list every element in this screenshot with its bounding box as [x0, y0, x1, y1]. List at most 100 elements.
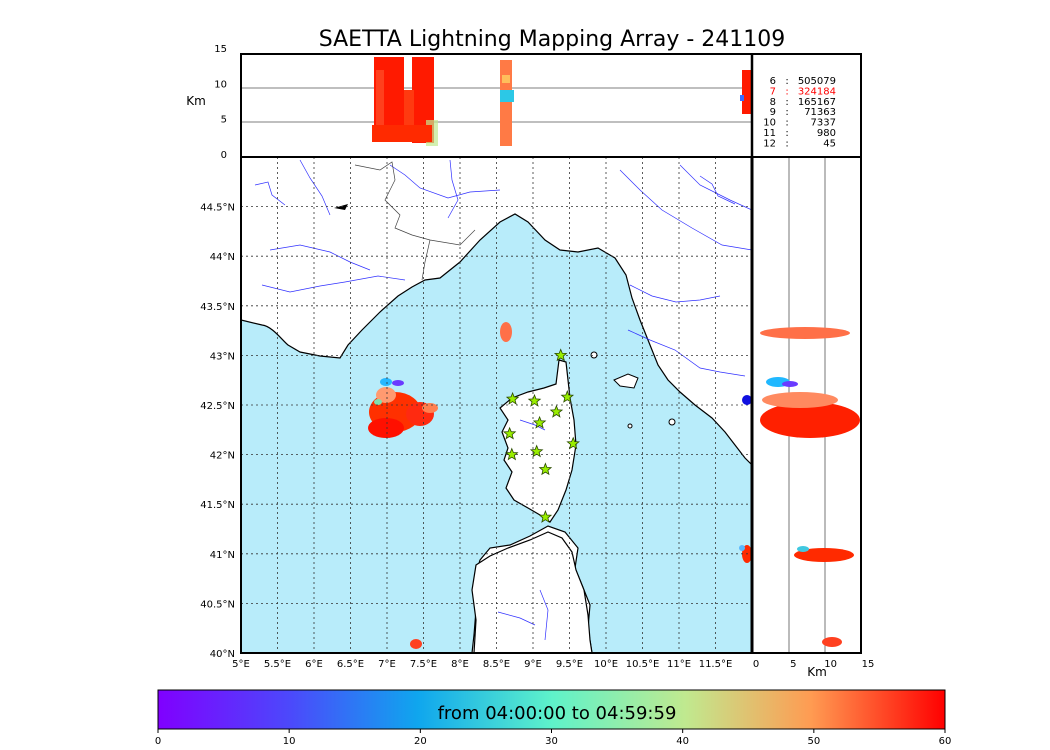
station-count-value: 505079	[798, 76, 836, 87]
side-storm-marks	[742, 327, 860, 647]
map-y-tick-label: 41°N	[210, 550, 235, 561]
side-tick-label: 15	[862, 659, 875, 670]
altitude-tick-label: 0	[221, 150, 227, 161]
colorbar-label: from 04:00:00 to 04:59:59	[438, 703, 677, 724]
side-tick-label: 5	[790, 659, 796, 670]
lma-station-star-icon	[532, 415, 547, 429]
colorbar-tick-label: 50	[807, 736, 820, 747]
altitude-tick-label: 5	[221, 115, 227, 126]
station-count-sep: :	[785, 138, 788, 149]
map-x-tick-label: 7.5°E	[410, 659, 437, 670]
colorbar-ticks: 0 10 20 30 40 50 60	[155, 729, 952, 747]
sardinia-island	[471, 531, 593, 653]
lightning-sources	[368, 322, 752, 649]
station-count-sep: :	[785, 118, 788, 129]
colorbar: from 04:00:00 to 04:59:59 0 10 20 30 40 50 60	[155, 689, 952, 747]
map-y-tick-label: 44.5°N	[200, 203, 235, 214]
lma-station-star-icon	[529, 444, 544, 458]
side-tick-label: 0	[753, 659, 759, 670]
lma-station-star-icon	[566, 436, 580, 450]
lma-station-star-icon	[549, 404, 564, 418]
map-x-tick-label: 10.5°E	[626, 659, 660, 670]
altitude-tick-label: 15	[214, 44, 227, 55]
station-count-stations: 7	[770, 86, 776, 97]
map-x-tick-label: 6°E	[305, 659, 323, 670]
station-count-stations: 8	[770, 97, 776, 108]
map-y-tick-label: 43°N	[210, 351, 235, 362]
lma-station-star-icon	[538, 509, 553, 523]
station-count-stations: 11	[763, 128, 776, 139]
station-count-stations: 12	[763, 138, 776, 149]
rivers	[254, 159, 752, 641]
altitude-ylabel: Km	[186, 94, 206, 108]
map-x-tick-label: 10°E	[594, 659, 618, 670]
station-count-sep: :	[785, 86, 788, 97]
map-x-tick-label: 9.5°E	[556, 659, 583, 670]
map-x-tick-label: 8.5°E	[483, 659, 510, 670]
colorbar-tick-label: 60	[939, 736, 952, 747]
map-y-ticks: 40°N 40.5°N 41°N 41.5°N 42°N 42.5°N 43°N 43.5°N…	[200, 203, 235, 660]
side-tick-label: 10	[824, 659, 837, 670]
colorbar-tick-label: 30	[545, 736, 558, 747]
map-x-tick-label: 11°E	[667, 659, 691, 670]
colorbar-tick-label: 40	[676, 736, 689, 747]
lma-station-star-icon	[553, 348, 568, 362]
altitude-storm-central	[500, 60, 514, 146]
altitude-tick-label: 10	[214, 79, 227, 90]
station-count-sep: :	[785, 76, 788, 87]
station-count-stations: 9	[770, 107, 776, 118]
station-count-value: 7337	[811, 118, 836, 129]
station-count-value: 324184	[798, 86, 836, 97]
altitude-panel	[240, 53, 862, 158]
station-count-stations: 6	[770, 76, 776, 87]
lma-station-star-icon	[560, 389, 575, 403]
lma-station-star-icon	[505, 447, 519, 461]
map-y-tick-label: 42.5°N	[200, 401, 235, 412]
altitude-axis: Km 0 5 10 15	[186, 44, 227, 161]
map-x-tick-label: 5.5°E	[264, 659, 291, 670]
map-x-tick-label: 9°E	[524, 659, 542, 670]
altitude-storm-east	[740, 70, 752, 114]
lma-station-star-icon	[527, 393, 542, 407]
map-x-tick-label: 11.5°E	[699, 659, 733, 670]
lma-stations	[502, 348, 580, 523]
lma-station-star-icon	[538, 462, 553, 476]
colorbar-tick-label: 10	[283, 736, 296, 747]
map-x-tick-label: 6.5°E	[337, 659, 364, 670]
map-y-tick-label: 44°N	[210, 252, 235, 263]
station-count-sep: :	[785, 107, 788, 118]
colorbar-tick-label: 0	[155, 736, 161, 747]
station-count-value: 980	[817, 128, 836, 139]
station-count-value: 71363	[804, 107, 836, 118]
side-panel	[742, 156, 862, 654]
map-grid	[241, 157, 752, 653]
chart-title: SAETTA Lightning Mapping Array - 241109	[319, 27, 786, 52]
giglio-island	[668, 418, 676, 426]
station-count-value: 165167	[798, 97, 836, 108]
map-x-ticks: 5°E 5.5°E 6°E 6.5°E 7°E 7.5°E 8°E 8.5°E 9°E 9.5°E…	[232, 659, 732, 670]
map-y-tick-label: 42°N	[210, 451, 235, 462]
colorbar-tick-label: 20	[414, 736, 427, 747]
map-y-tick-label: 43.5°N	[200, 302, 235, 313]
montecristo-island	[627, 423, 633, 429]
station-count-sep: :	[785, 97, 788, 108]
map-y-tick-label: 40.5°N	[200, 599, 235, 610]
station-count-sep: :	[785, 128, 788, 139]
map-panel: 5°E 5.5°E 6°E 6.5°E 7°E 7.5°E 8°E 8.5°E 9°E 9.5°E…	[200, 156, 753, 670]
elba-island	[613, 373, 639, 389]
lma-station-star-icon	[505, 391, 520, 405]
station-count-value: 45	[823, 138, 836, 149]
borders	[354, 161, 476, 281]
side-xlabel: Km	[807, 665, 827, 679]
map-x-tick-label: 5°E	[232, 659, 250, 670]
side-x-ticks: 0 5 10 15	[753, 659, 875, 670]
station-count-stations: 10	[763, 118, 776, 129]
altitude-storm-west	[372, 57, 438, 146]
map-x-tick-label: 8°E	[451, 659, 469, 670]
station-count-table: 6:5050797:3241848:1651679:7136310:733711…	[763, 76, 836, 149]
lma-station-star-icon	[502, 426, 517, 440]
map-x-tick-label: 7°E	[378, 659, 396, 670]
map-y-tick-label: 40°N	[210, 649, 235, 660]
map-y-tick-label: 41.5°N	[200, 500, 235, 511]
